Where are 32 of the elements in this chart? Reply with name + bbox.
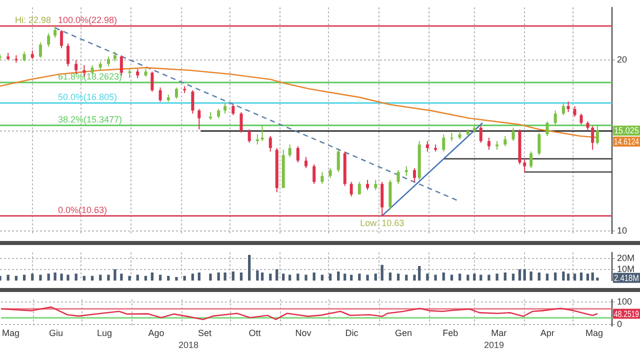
annotation: 15.025 [614, 125, 640, 136]
x-tick-label: Dic [345, 328, 359, 338]
annotation: 14.6124 [614, 136, 640, 147]
ref-line-label: 61.8%(18.2623) [58, 72, 122, 82]
y-tick-label: 10M [617, 264, 635, 274]
annotation: 2.418M [614, 273, 640, 284]
annotation: Low: 10.63 [360, 218, 404, 228]
y-tick-label: 20M [617, 253, 635, 264]
ref-line-label: 100.0%(22.98) [58, 14, 118, 25]
x-tick-label: Ago [148, 328, 164, 338]
y-tick-label: 10 [617, 225, 628, 236]
y-tick-label: 100 [617, 296, 632, 307]
x-tick-label: Gen [394, 328, 412, 338]
x-tick-label: Feb [442, 328, 458, 338]
x-tick-label: Mag [2, 328, 20, 338]
x-tick-label: Mag [585, 328, 603, 338]
y-tick-label: 20 [617, 54, 628, 65]
annotation: 48.2519 [614, 308, 640, 319]
x2-tick-label: 2019 [484, 340, 504, 350]
annotation: Hi: 22.98 [15, 14, 52, 25]
x2-tick-label: 2018 [178, 340, 199, 350]
x-tick-label: Lug [96, 328, 112, 338]
x-tick-label: Ott [248, 328, 262, 338]
x-tick-label: Giu [49, 328, 64, 338]
x-tick-label: Nov [295, 328, 312, 338]
x-tick-label: Mar [491, 328, 507, 338]
ref-line-label: 0.0%(10.63) [58, 204, 108, 215]
ref-line-label: 50.0%(16.805) [58, 92, 118, 102]
x-tick-label: Apr [540, 328, 554, 338]
ref-line-label: 38.2%(15.3477) [58, 114, 122, 124]
x-tick-label: Set [198, 328, 212, 338]
y-tick-label: 0 [617, 319, 622, 330]
